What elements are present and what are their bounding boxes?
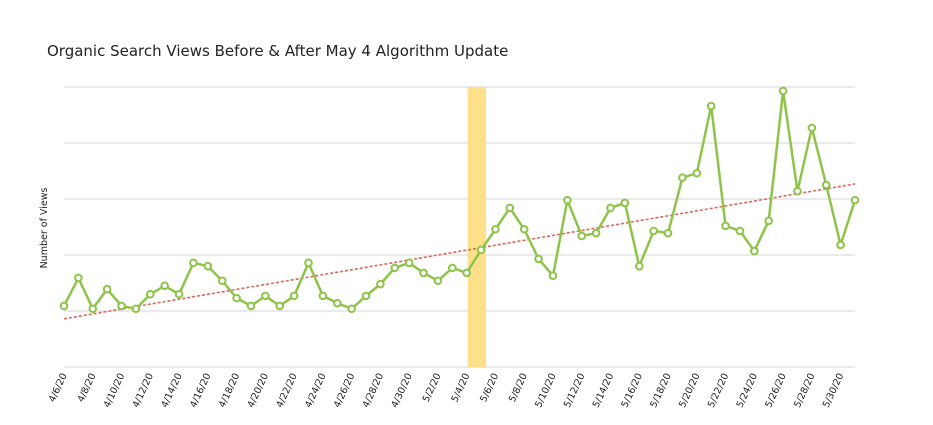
data-point <box>476 245 486 255</box>
x-tick-label: 5/4/20 <box>450 372 473 404</box>
data-point <box>88 304 98 314</box>
x-tick-label: 4/20/20 <box>246 372 271 410</box>
x-tick-label: 5/12/20 <box>562 372 587 410</box>
x-tick-label: 4/12/20 <box>131 372 156 410</box>
data-point <box>620 198 630 208</box>
data-point <box>462 268 471 278</box>
x-tick-label: 4/10/20 <box>102 372 127 410</box>
x-tick-label: 5/26/20 <box>763 372 788 410</box>
x-tick-label: 5/30/20 <box>821 372 846 410</box>
data-point <box>505 203 515 213</box>
data-point <box>232 293 241 303</box>
data-point <box>548 271 558 281</box>
x-tick-label: 4/30/20 <box>389 372 414 410</box>
data-point <box>634 261 644 271</box>
data-point <box>246 301 256 311</box>
data-point <box>793 186 802 196</box>
x-tick-label: 5/24/20 <box>735 372 760 410</box>
data-point <box>850 195 860 205</box>
x-tick-label: 4/18/20 <box>217 372 242 410</box>
data-point <box>289 291 299 301</box>
data-line <box>62 89 857 311</box>
data-point <box>390 263 400 273</box>
data-point <box>102 284 112 294</box>
data-point <box>433 276 443 286</box>
data-point <box>534 254 543 264</box>
data-point <box>577 231 587 241</box>
data-point <box>750 246 759 256</box>
x-tick-label: 4/26/20 <box>332 372 357 410</box>
x-tick-label: 5/14/20 <box>591 372 616 410</box>
data-point <box>203 261 213 271</box>
data-point <box>174 289 184 299</box>
data-point <box>59 301 69 311</box>
data-point <box>678 173 687 183</box>
data-point <box>275 301 285 311</box>
data-point <box>404 258 414 268</box>
x-tick-label: 5/18/20 <box>648 372 673 410</box>
data-point <box>419 268 428 278</box>
data-point <box>764 216 774 226</box>
x-tick-label: 5/28/20 <box>792 372 817 410</box>
data-point <box>807 123 817 133</box>
data-point <box>448 263 457 273</box>
data-point <box>74 273 83 283</box>
data-point <box>117 301 126 311</box>
data-point <box>606 203 615 213</box>
x-tick-label: 5/6/20 <box>478 372 501 404</box>
data-point <box>778 86 788 96</box>
data-point <box>663 228 673 238</box>
data-point <box>160 281 169 291</box>
trend-line <box>63 183 856 320</box>
x-tick-label: 4/8/20 <box>76 372 99 404</box>
x-tick-label: 4/28/20 <box>361 372 386 410</box>
data-point <box>563 195 572 205</box>
data-point <box>318 291 328 301</box>
data-point <box>261 291 270 301</box>
data-point <box>217 276 227 286</box>
data-point <box>189 258 198 268</box>
x-tick-label: 5/22/20 <box>706 372 731 410</box>
x-tick-label: 5/16/20 <box>620 372 645 410</box>
data-point <box>519 224 529 234</box>
highlight-band <box>467 87 487 367</box>
x-tick-label: 4/24/20 <box>303 372 328 410</box>
data-point <box>347 304 356 314</box>
x-tick-label: 4/14/20 <box>159 372 184 410</box>
data-point <box>836 240 845 250</box>
x-tick-label: 5/8/20 <box>507 372 530 404</box>
data-point <box>304 258 313 268</box>
data-point <box>491 224 500 234</box>
data-point <box>591 228 601 238</box>
data-point <box>692 168 702 178</box>
data-point <box>735 226 745 236</box>
data-point <box>721 221 730 231</box>
x-tick-label: 5/10/20 <box>533 372 558 410</box>
data-point <box>131 304 141 314</box>
data-point <box>376 279 385 289</box>
x-tick-label: 4/16/20 <box>188 372 213 410</box>
x-tick-label: 4/6/20 <box>47 372 70 404</box>
x-tick-label: 4/22/20 <box>274 372 299 410</box>
data-point <box>706 101 716 111</box>
data-point <box>649 226 658 236</box>
data-point <box>332 298 342 308</box>
data-point <box>821 180 831 190</box>
x-tick-label: 5/20/20 <box>677 372 702 410</box>
chart-title: Organic Search Views Before & After May … <box>47 42 508 60</box>
data-point <box>145 289 155 299</box>
x-tick-label: 5/2/20 <box>421 372 444 404</box>
data-point <box>361 291 371 301</box>
y-axis-label: Number of Views <box>39 188 50 269</box>
